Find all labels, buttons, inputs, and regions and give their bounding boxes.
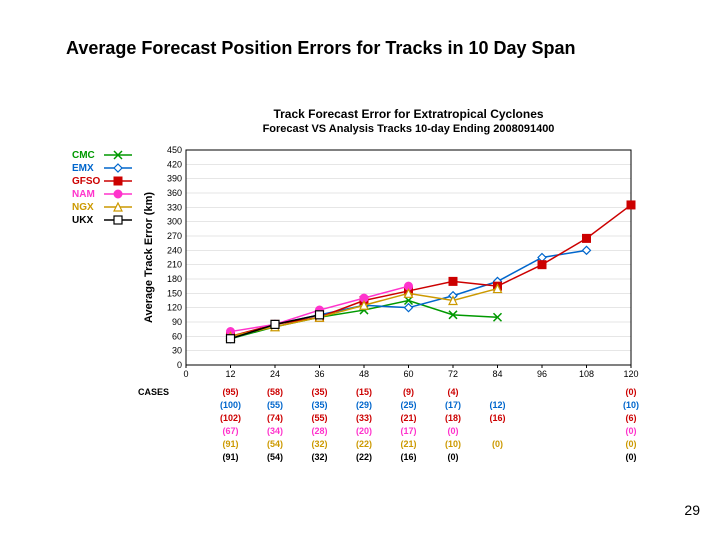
- svg-text:0: 0: [177, 360, 182, 370]
- svg-text:(16): (16): [400, 452, 416, 462]
- svg-text:(0): (0): [448, 426, 459, 436]
- svg-text:(12): (12): [489, 400, 505, 410]
- svg-text:12: 12: [225, 369, 235, 379]
- svg-text:(17): (17): [445, 400, 461, 410]
- svg-text:(0): (0): [492, 439, 503, 449]
- svg-text:(18): (18): [445, 413, 461, 423]
- svg-text:(22): (22): [356, 439, 372, 449]
- svg-text:(28): (28): [311, 426, 327, 436]
- svg-text:(55): (55): [311, 413, 327, 423]
- svg-text:120: 120: [623, 369, 638, 379]
- svg-text:(35): (35): [311, 387, 327, 397]
- svg-text:(25): (25): [400, 400, 416, 410]
- svg-text:180: 180: [167, 274, 182, 284]
- svg-text:EMX: EMX: [72, 163, 94, 174]
- svg-text:(55): (55): [267, 400, 283, 410]
- svg-text:(21): (21): [400, 439, 416, 449]
- svg-text:CMC: CMC: [72, 150, 95, 161]
- svg-text:390: 390: [167, 174, 182, 184]
- svg-text:150: 150: [167, 288, 182, 298]
- svg-text:(0): (0): [626, 426, 637, 436]
- svg-text:60: 60: [172, 331, 182, 341]
- svg-text:(74): (74): [267, 413, 283, 423]
- svg-text:48: 48: [359, 369, 369, 379]
- svg-text:Forecast VS Analysis Tracks 10: Forecast VS Analysis Tracks 10-day Endin…: [263, 123, 555, 135]
- svg-text:60: 60: [403, 369, 413, 379]
- svg-text:(58): (58): [267, 387, 283, 397]
- svg-text:(21): (21): [400, 413, 416, 423]
- svg-text:96: 96: [537, 369, 547, 379]
- svg-text:(9): (9): [403, 387, 414, 397]
- svg-text:360: 360: [167, 188, 182, 198]
- svg-text:210: 210: [167, 260, 182, 270]
- svg-text:24: 24: [270, 369, 280, 379]
- svg-text:Track Forecast Error for Extra: Track Forecast Error for Extratropical C…: [273, 107, 543, 121]
- svg-text:270: 270: [167, 231, 182, 241]
- svg-text:(33): (33): [356, 413, 372, 423]
- svg-text:120: 120: [167, 303, 182, 313]
- svg-text:(100): (100): [220, 400, 241, 410]
- svg-text:330: 330: [167, 202, 182, 212]
- svg-text:(34): (34): [267, 426, 283, 436]
- svg-text:(0): (0): [626, 387, 637, 397]
- svg-text:(17): (17): [400, 426, 416, 436]
- svg-text:108: 108: [579, 369, 594, 379]
- svg-text:GFSO: GFSO: [72, 176, 101, 187]
- svg-text:(20): (20): [356, 426, 372, 436]
- svg-text:(0): (0): [448, 452, 459, 462]
- svg-text:(6): (6): [626, 413, 637, 423]
- chart-container: Track Forecast Error for Extratropical C…: [66, 100, 656, 480]
- svg-text:0: 0: [183, 369, 188, 379]
- svg-text:84: 84: [492, 369, 502, 379]
- svg-text:(22): (22): [356, 452, 372, 462]
- svg-text:(29): (29): [356, 400, 372, 410]
- svg-text:(35): (35): [311, 400, 327, 410]
- page-title: Average Forecast Position Errors for Tra…: [66, 38, 576, 59]
- svg-text:(10): (10): [445, 439, 461, 449]
- svg-text:(67): (67): [222, 426, 238, 436]
- svg-text:36: 36: [314, 369, 324, 379]
- svg-text:(0): (0): [626, 452, 637, 462]
- svg-text:NGX: NGX: [72, 202, 94, 213]
- svg-text:(54): (54): [267, 439, 283, 449]
- svg-text:(16): (16): [489, 413, 505, 423]
- chart-svg: Track Forecast Error for Extratropical C…: [66, 100, 656, 480]
- svg-text:(4): (4): [448, 387, 459, 397]
- svg-text:(102): (102): [220, 413, 241, 423]
- svg-text:(91): (91): [222, 439, 238, 449]
- svg-text:(32): (32): [311, 439, 327, 449]
- page-number: 29: [684, 502, 700, 518]
- svg-text:(91): (91): [222, 452, 238, 462]
- svg-text:90: 90: [172, 317, 182, 327]
- svg-text:UKX: UKX: [72, 215, 93, 226]
- svg-text:420: 420: [167, 159, 182, 169]
- svg-text:450: 450: [167, 145, 182, 155]
- svg-text:(32): (32): [311, 452, 327, 462]
- svg-text:NAM: NAM: [72, 189, 95, 200]
- svg-text:(10): (10): [623, 400, 639, 410]
- svg-text:Average Track Error (km): Average Track Error (km): [143, 192, 155, 323]
- svg-text:72: 72: [448, 369, 458, 379]
- svg-text:(54): (54): [267, 452, 283, 462]
- svg-text:(0): (0): [626, 439, 637, 449]
- svg-text:30: 30: [172, 346, 182, 356]
- svg-text:(15): (15): [356, 387, 372, 397]
- svg-text:300: 300: [167, 217, 182, 227]
- svg-text:CASES: CASES: [138, 387, 169, 397]
- svg-text:240: 240: [167, 245, 182, 255]
- svg-text:(95): (95): [222, 387, 238, 397]
